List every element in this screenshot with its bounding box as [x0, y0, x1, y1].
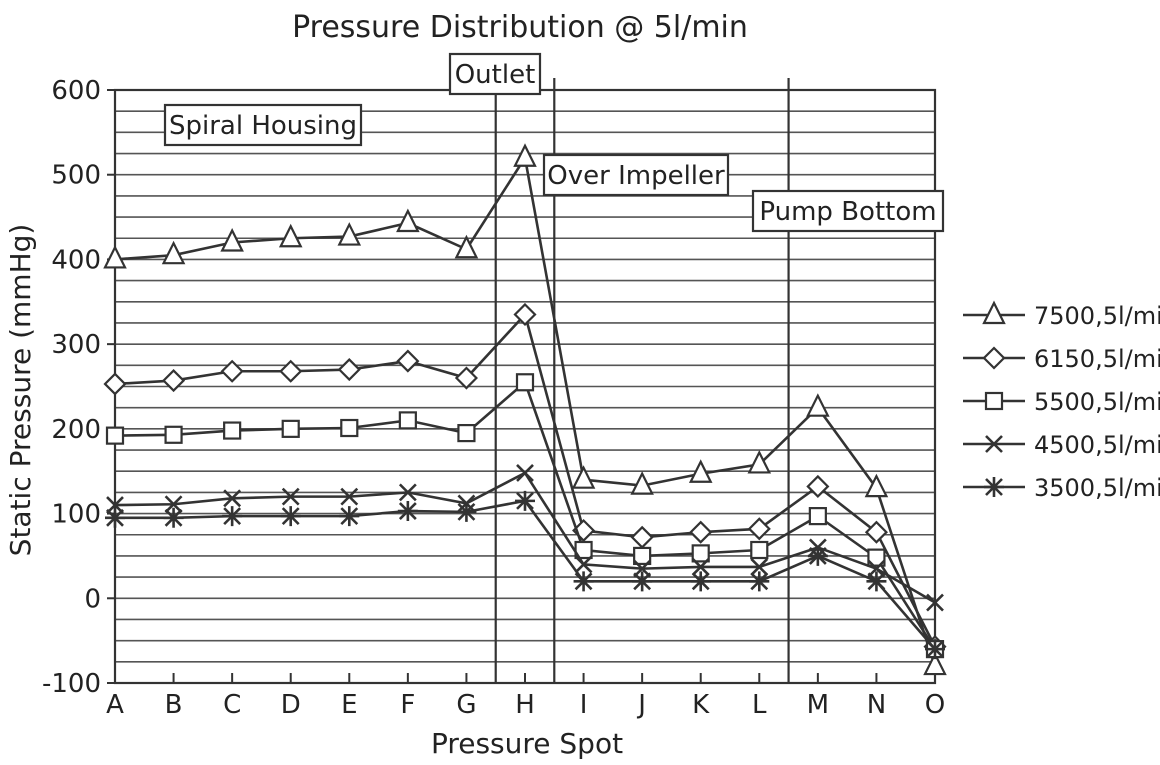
region-text: Outlet [455, 60, 536, 90]
data-point [281, 506, 301, 526]
data-point [515, 491, 535, 511]
legend-label: 3500,5l/min [1034, 474, 1160, 502]
legend-item: 3500,5l/min [963, 474, 1160, 502]
x-tick-label: J [636, 690, 646, 720]
data-point [810, 508, 826, 524]
data-point [458, 425, 474, 441]
x-tick-label: G [456, 690, 476, 720]
data-point [456, 502, 476, 522]
data-point [984, 303, 1004, 323]
legend: 7500,5l/min 6150,5l/min 5500,5l/min 4500,5l… [963, 302, 1160, 502]
x-tick-label: C [223, 690, 241, 720]
data-point [808, 396, 828, 416]
region-text: Over Impeller [547, 161, 725, 191]
data-point [222, 506, 242, 526]
x-tick-label: L [752, 690, 767, 720]
data-point [693, 545, 709, 561]
y-tick-label: 600 [51, 76, 101, 106]
x-tick-label: O [925, 690, 945, 720]
x-tick-label: I [580, 690, 588, 720]
chart-title: Pressure Distribution @ 5l/min [292, 10, 748, 45]
data-point [751, 542, 767, 558]
legend-item: 5500,5l/min [963, 388, 1160, 416]
legend-item: 7500,5l/min [963, 302, 1160, 330]
region-label: Outlet [450, 54, 540, 94]
data-point [691, 571, 711, 591]
legend-item: 6150,5l/min [963, 345, 1160, 373]
data-point [339, 506, 359, 526]
x-tick-label: B [165, 690, 183, 720]
x-tick-label: E [341, 690, 357, 720]
data-point [515, 146, 535, 166]
region-label: Pump Bottom [753, 191, 943, 231]
data-point [283, 421, 299, 437]
data-point [105, 247, 125, 267]
data-point [749, 452, 769, 472]
data-point [398, 501, 418, 521]
data-point [632, 527, 652, 547]
data-point [574, 571, 594, 591]
x-tick-label: N [867, 690, 886, 720]
x-tick-label: A [106, 690, 124, 720]
data-point [107, 428, 123, 444]
legend-label: 7500,5l/min [1034, 302, 1160, 330]
data-point [341, 420, 357, 436]
y-tick-label: 0 [84, 584, 101, 614]
y-tick-label: 400 [51, 245, 101, 275]
legend-label: 4500,5l/min [1034, 431, 1160, 459]
axis-ticks: -100 0 100 200 300 400 500 600 A B C D E F G H I J K L M N O [42, 76, 945, 720]
data-point [222, 230, 242, 250]
data-point [517, 465, 533, 481]
legend-item: 4500,5l/min [963, 431, 1160, 459]
x-tick-label: H [515, 690, 535, 720]
region-text: Spiral Housing [169, 111, 357, 141]
series-line [115, 314, 935, 646]
data-point [517, 374, 533, 390]
y-tick-label: 200 [51, 415, 101, 445]
data-point [339, 360, 359, 380]
region-label: Spiral Housing [165, 105, 361, 145]
x-axis-title: Pressure Spot [431, 727, 623, 760]
data-point [808, 546, 828, 566]
data-point [984, 348, 1004, 368]
legend-label: 5500,5l/min [1034, 388, 1160, 416]
x-tick-label: F [400, 690, 415, 720]
x-tick-label: K [692, 690, 710, 720]
data-point [749, 571, 769, 591]
data-point [925, 639, 945, 659]
region-text: Pump Bottom [759, 197, 936, 227]
y-tick-label: 300 [51, 330, 101, 360]
x-tick-label: D [281, 690, 301, 720]
data-point [222, 361, 242, 381]
data-point [105, 374, 125, 394]
data-point [105, 508, 125, 528]
data-point [749, 519, 769, 539]
data-point [984, 477, 1004, 497]
data-point [281, 361, 301, 381]
region-label: Over Impeller [544, 155, 728, 195]
data-point [281, 226, 301, 246]
data-point [398, 351, 418, 371]
data-point [164, 371, 184, 391]
data-point [166, 427, 182, 443]
data-point [866, 571, 886, 591]
data-point [632, 571, 652, 591]
data-point [224, 423, 240, 439]
data-point [398, 211, 418, 231]
y-axis-title: Static Pressure (mmHg) [4, 224, 37, 557]
series [105, 304, 945, 656]
data-point [691, 522, 711, 542]
legend-label: 6150,5l/min [1034, 345, 1160, 373]
data-point [164, 508, 184, 528]
y-tick-label: -100 [42, 669, 101, 699]
y-tick-label: 500 [51, 161, 101, 191]
data-point [986, 393, 1002, 409]
y-tick-label: 100 [51, 500, 101, 530]
data-point [400, 412, 416, 428]
x-tick-label: M [807, 690, 829, 720]
